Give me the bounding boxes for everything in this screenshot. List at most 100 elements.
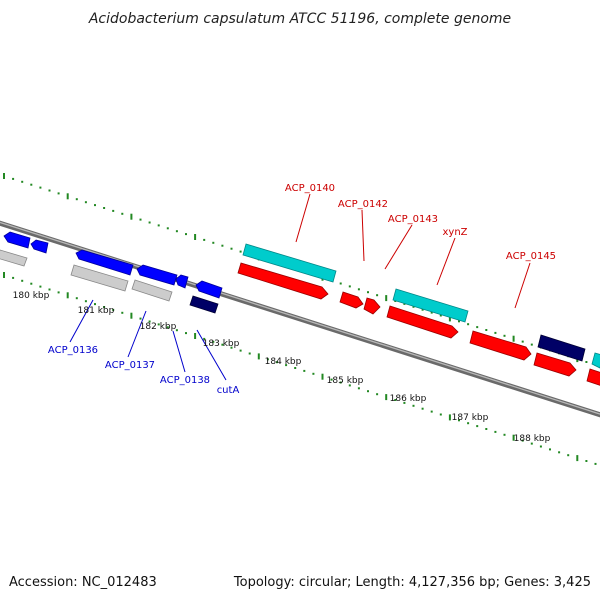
accession-text: Accession: NC_012483 [9, 575, 157, 590]
gene-label-cuta[interactable]: cutA [217, 385, 240, 396]
minor-tick [266, 358, 269, 361]
scale-label: 181 kbp [78, 306, 115, 316]
minor-tick [94, 204, 96, 207]
minor-tick [412, 305, 415, 308]
feature-reverse-rna[interactable] [0, 249, 28, 267]
feature-reverse-cds[interactable] [175, 274, 189, 289]
major-tick [385, 295, 388, 302]
gene-label-acp-0143[interactable]: ACP_0143 [388, 214, 438, 225]
minor-tick [103, 207, 106, 209]
feature-forward-rna[interactable] [591, 352, 600, 369]
feature-reverse-cds[interactable] [136, 264, 178, 286]
feature-forward-rna[interactable] [242, 243, 337, 283]
gene-label-acp-0140[interactable]: ACP_0140 [285, 183, 335, 194]
major-tick [257, 353, 260, 360]
gene-label-acp-0145[interactable]: ACP_0145 [506, 251, 556, 262]
minor-tick [458, 320, 460, 323]
gene-label-xynz[interactable]: xynZ [442, 227, 467, 238]
minor-tick [376, 294, 379, 297]
feature-misc[interactable] [189, 295, 219, 314]
minor-tick [84, 300, 87, 303]
major-tick [512, 434, 515, 441]
feature-reverse-cds[interactable] [3, 231, 31, 249]
map-title: Acidobacterium capsulatum ATCC 51196, co… [88, 11, 511, 27]
major-tick [130, 213, 133, 220]
minor-tick [467, 323, 470, 326]
feature-reverse-cds[interactable] [195, 280, 223, 299]
gene-label-acp-0137[interactable]: ACP_0137 [105, 360, 155, 371]
minor-tick [230, 346, 233, 349]
feature-reverse-rna[interactable] [70, 264, 129, 292]
feature-forward-cds[interactable] [533, 352, 577, 377]
minor-tick [403, 401, 406, 404]
minor-tick [166, 227, 169, 230]
feature-reverse-cds[interactable] [75, 249, 134, 276]
minor-tick [467, 422, 470, 425]
minor-tick [476, 326, 479, 329]
minor-tick [157, 224, 160, 227]
minor-tick [166, 326, 169, 329]
feature-forward-cds[interactable] [469, 330, 532, 361]
gene-label-acp-0142[interactable]: ACP_0142 [338, 199, 388, 210]
minor-tick [221, 244, 224, 247]
minor-tick [139, 317, 142, 320]
minor-tick [503, 433, 506, 436]
minor-tick [430, 410, 433, 413]
minor-tick [594, 462, 597, 465]
minor-tick [276, 361, 278, 364]
minor-tick [48, 288, 51, 291]
minor-tick [485, 329, 488, 331]
minor-tick [430, 311, 433, 314]
minor-tick [30, 183, 33, 186]
scale-label: 183 kbp [203, 339, 240, 349]
minor-tick [84, 201, 87, 204]
minor-tick [75, 198, 78, 201]
minor-tick [212, 340, 215, 343]
major-tick [512, 335, 515, 342]
minor-tick [39, 186, 42, 189]
minor-tick [394, 399, 397, 401]
minor-tick [494, 331, 497, 334]
gene-label-acp-0136[interactable]: ACP_0136 [48, 345, 98, 356]
minor-tick [376, 393, 379, 396]
gene-label-acp-0138[interactable]: ACP_0138 [160, 375, 210, 386]
feature-forward-cds[interactable] [237, 262, 329, 300]
minor-tick [175, 230, 178, 233]
scale-label: 188 kbp [514, 434, 551, 444]
label-leaders [69, 193, 531, 381]
feature-forward-cds[interactable] [339, 291, 364, 309]
feature-forward-cds[interactable] [363, 297, 381, 315]
scale-label: 185 kbp [327, 376, 364, 386]
feature-misc[interactable] [537, 334, 586, 362]
minor-tick [549, 448, 551, 451]
feature-track [0, 231, 600, 386]
feature-reverse-cds[interactable] [30, 239, 49, 254]
minor-tick [239, 250, 242, 253]
feature-reverse-rna[interactable] [131, 279, 173, 302]
minor-tick [175, 329, 178, 332]
minor-tick [530, 343, 533, 346]
minor-tick [339, 381, 342, 384]
minor-tick [203, 337, 206, 340]
minor-tick [94, 303, 96, 306]
minor-tick [485, 428, 488, 430]
minor-tick [230, 247, 233, 250]
minor-tick [148, 221, 151, 224]
minor-tick [494, 430, 497, 433]
minor-tick [303, 369, 306, 372]
minor-tick [567, 454, 570, 457]
topology-info-text: Topology: circular; Length: 4,127,356 bp… [233, 575, 591, 590]
minor-tick [357, 387, 360, 390]
minor-tick [339, 282, 342, 285]
minor-tick [330, 378, 333, 381]
minor-tick [421, 407, 424, 410]
minor-tick [521, 439, 524, 442]
minor-tick [221, 343, 224, 346]
minor-tick [412, 404, 415, 407]
major-tick [576, 455, 579, 462]
minor-tick [348, 285, 351, 288]
scale-label: 184 kbp [265, 357, 302, 367]
feature-forward-cds[interactable] [386, 305, 459, 339]
feature-forward-rna[interactable] [392, 288, 469, 323]
feature-forward-cds[interactable] [586, 368, 600, 386]
